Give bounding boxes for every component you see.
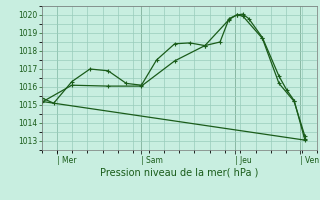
X-axis label: Pression niveau de la mer( hPa ): Pression niveau de la mer( hPa ) xyxy=(100,167,258,177)
